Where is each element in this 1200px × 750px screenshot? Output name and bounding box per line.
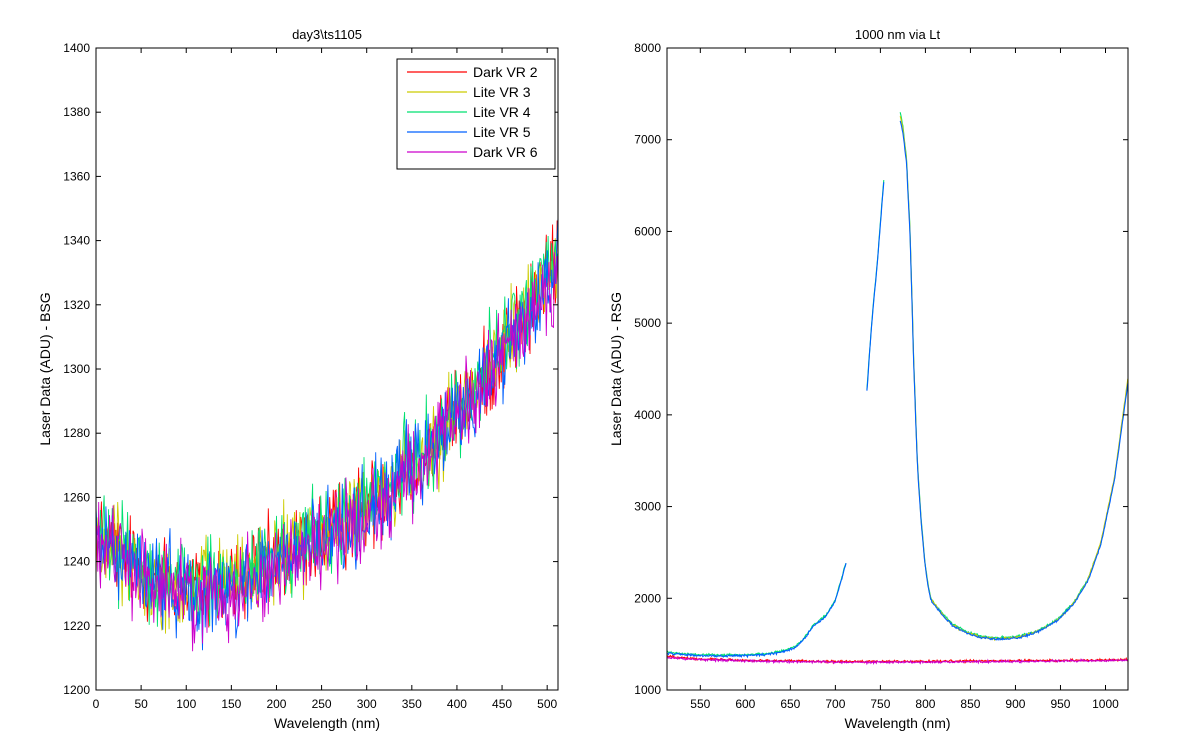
y-tick-label: 1000 bbox=[634, 683, 661, 697]
legend-label-lite-vr-5: Lite VR 5 bbox=[473, 124, 531, 140]
x-tick-label: 250 bbox=[312, 697, 332, 711]
y-tick-label: 1360 bbox=[63, 169, 90, 183]
plot-area bbox=[667, 48, 1128, 690]
chart-title: 1000 nm via Lt bbox=[855, 27, 941, 42]
x-axis-label: Wavelength (nm) bbox=[844, 715, 950, 731]
y-tick-label: 1340 bbox=[63, 234, 90, 248]
x-tick-label: 900 bbox=[1005, 697, 1025, 711]
y-tick-label: 7000 bbox=[634, 133, 661, 147]
y-tick-label: 1400 bbox=[63, 41, 90, 55]
x-tick-label: 50 bbox=[134, 697, 148, 711]
y-tick-label: 1200 bbox=[63, 683, 90, 697]
y-tick-label: 6000 bbox=[634, 224, 661, 238]
x-tick-label: 600 bbox=[735, 697, 755, 711]
x-tick-label: 650 bbox=[780, 697, 800, 711]
y-tick-label: 1300 bbox=[63, 362, 90, 376]
x-tick-label: 400 bbox=[447, 697, 467, 711]
x-tick-label: 200 bbox=[266, 697, 286, 711]
legend-box bbox=[396, 58, 556, 170]
y-tick-label: 1220 bbox=[63, 619, 90, 633]
y-tick-label: 1280 bbox=[63, 426, 90, 440]
y-tick-label: 4000 bbox=[634, 408, 661, 422]
series-line-trace-4-0 bbox=[667, 656, 1128, 666]
legend: Dark VR 2 Lite VR 3 Lite VR 4 Lite VR 5 Dark… bbox=[396, 58, 556, 170]
series-line-trace-2-2 bbox=[899, 120, 1128, 641]
x-tick-label: 800 bbox=[915, 697, 935, 711]
y-tick-label: 1240 bbox=[63, 555, 90, 569]
y-axis-label: Laser Data (ADU) - BSG bbox=[37, 292, 53, 445]
y-tick-label: 8000 bbox=[634, 41, 661, 55]
x-tick-label: 950 bbox=[1050, 697, 1070, 711]
legend-label-lite-vr-4: Lite VR 4 bbox=[473, 104, 531, 120]
series-line-lite-vr-5-0 bbox=[96, 217, 558, 651]
series-group bbox=[667, 112, 1128, 666]
x-tick-label: 0 bbox=[93, 697, 100, 711]
x-tick-label: 100 bbox=[176, 697, 196, 711]
chart-title: day3\ts1105 bbox=[292, 27, 362, 42]
series-group bbox=[96, 217, 558, 652]
x-tick-label: 850 bbox=[960, 697, 980, 711]
x-tick-label: 300 bbox=[357, 697, 377, 711]
x-tick-label: 350 bbox=[402, 697, 422, 711]
axes-frame bbox=[666, 47, 1129, 691]
legend-label-dark-vr-2: Dark VR 2 bbox=[473, 64, 538, 80]
legend-label-dark-vr-6: Dark VR 6 bbox=[473, 144, 538, 160]
y-tick-label: 1380 bbox=[63, 105, 90, 119]
y-axis-label: Laser Data (ADU) - RSG bbox=[608, 292, 624, 446]
legend-label-lite-vr-3: Lite VR 3 bbox=[473, 84, 531, 100]
y-tick-label: 5000 bbox=[634, 316, 661, 330]
series-line-dark-vr-6-0 bbox=[96, 252, 558, 652]
x-tick-label: 450 bbox=[492, 697, 512, 711]
x-tick-label: 1000 bbox=[1092, 697, 1119, 711]
y-tick-label: 2000 bbox=[634, 591, 661, 605]
x-tick-label: 550 bbox=[690, 697, 710, 711]
left-plot: 0 50 100 150 200 250 300 350 400 450 500 1200 1220 12… bbox=[37, 27, 559, 731]
x-tick-label: 150 bbox=[221, 697, 241, 711]
x-tick-label: 750 bbox=[870, 697, 890, 711]
right-plot: 550 600 650 700 750 800 850 900 950 1000 1000 2000 3… bbox=[608, 27, 1129, 731]
y-tick-label: 1320 bbox=[63, 298, 90, 312]
x-tick-label: 500 bbox=[537, 697, 557, 711]
x-tick-label: 700 bbox=[825, 697, 845, 711]
y-tick-label: 3000 bbox=[634, 500, 661, 514]
x-axis-label: Wavelength (nm) bbox=[274, 715, 380, 731]
series-line-trace-2-0 bbox=[667, 562, 847, 659]
series-line-trace-2-1 bbox=[866, 182, 885, 391]
y-tick-label: 1260 bbox=[63, 490, 90, 504]
